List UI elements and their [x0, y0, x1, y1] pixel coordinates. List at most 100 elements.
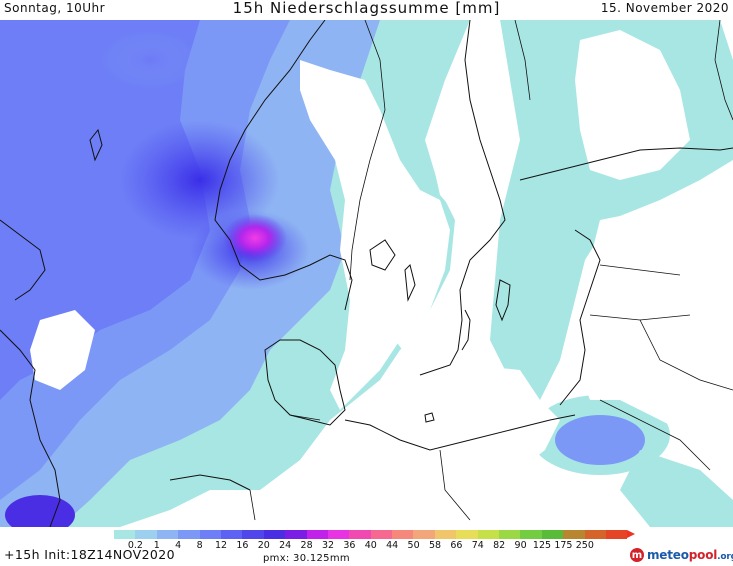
bornholm [424, 412, 435, 423]
border-finland-russia [714, 20, 733, 121]
colorbar-tick-label: 175 [554, 540, 573, 551]
colorbar-tick-label: 0.2 [127, 540, 143, 551]
dry-area-east [575, 210, 733, 440]
colorbar-segment [499, 530, 521, 539]
colorbar-tick-label: 8 [196, 540, 203, 551]
precip-core-north [100, 30, 200, 90]
colorbar-tick-label: 24 [279, 540, 292, 551]
colorbar-segment [135, 530, 157, 539]
date-label: 15. November 2020 [600, 1, 729, 15]
colorbar-overflow-arrow [627, 530, 636, 538]
colorbar-tick-label: 82 [493, 540, 506, 551]
border-sweden-finland [514, 20, 531, 101]
sweden-east-coast [419, 20, 506, 376]
valid-day-label: Sonntag, 10Uhr [4, 1, 106, 15]
scotland-coast [0, 219, 46, 301]
lake-vanern [369, 239, 396, 271]
colorbar-segment [285, 530, 307, 539]
colorbar-segment [263, 530, 286, 539]
precip-max-core [223, 214, 287, 262]
colorbar-segment [114, 530, 136, 539]
precipitation-colorbar [114, 530, 636, 539]
border-estonia-latvia [599, 264, 681, 276]
colorbar-tick-label: 250 [575, 540, 594, 551]
colorbar-tick-label: 4 [175, 540, 182, 551]
colorbar-segment [199, 530, 221, 539]
colorbar-segment [156, 530, 179, 539]
border-norway-sweden [349, 20, 386, 281]
map-title: 15h Niederschlagssumme [mm] [232, 0, 501, 17]
border-germany-netherlands [249, 489, 256, 521]
dry-area-central [300, 60, 450, 410]
meteopool-logo[interactable]: m meteopool.org [630, 547, 733, 563]
colorbar-tick-label: 74 [471, 540, 484, 551]
norway-coast [214, 20, 353, 311]
meteopool-logo-icon: m [630, 548, 644, 562]
border-denmark-germany [289, 414, 321, 421]
colorbar-segment [520, 530, 542, 539]
meteopool-logo-text: meteopool.org [647, 548, 733, 562]
colorbar-segment [306, 530, 328, 539]
colorbar-tick-label: 12 [214, 540, 228, 551]
colorbar-segment [456, 530, 478, 539]
uk-east-coast [0, 329, 61, 527]
denmark-coast [264, 339, 346, 426]
colorbar-segment [413, 530, 435, 539]
germany-poland-coast [344, 414, 576, 451]
dry-area-northeast [575, 30, 690, 180]
colorbar-tick-label: 20 [257, 540, 270, 551]
netherlands-coast [169, 474, 251, 491]
colorbar-segment [584, 530, 606, 539]
lake-vattern [404, 264, 416, 302]
gotland [495, 279, 511, 322]
colorbar-segment [541, 530, 564, 539]
max-precip-label: pmx: 30.125mm [263, 553, 350, 564]
border-belarus [639, 319, 733, 391]
colorbar-tick-label: 40 [364, 540, 377, 551]
national-borders [249, 20, 733, 521]
colorbar-segment [477, 530, 500, 539]
precipitation-map [0, 20, 733, 527]
footer-bar: 0.2 1 4 8 12 16 20 24 28 32 36 40 44 50 58 66 74 82 90 125 1… [0, 527, 733, 566]
colorbar-segment [392, 530, 414, 539]
precip-band-south [620, 450, 733, 527]
colorbar-segment [349, 530, 371, 539]
colorbar-segment [563, 530, 585, 539]
colorbar-tick-label: 44 [386, 540, 399, 551]
dry-patch-west [30, 310, 95, 390]
colorbar-segment [178, 530, 200, 539]
colorbar-segment [605, 530, 628, 539]
colorbar-segment [242, 530, 264, 539]
border-germany-poland [439, 449, 471, 521]
colorbar-segment [327, 530, 350, 539]
colorbar-segment [220, 530, 243, 539]
dry-area-central-east [395, 20, 510, 360]
colorbar-tick-label: 125 [532, 540, 552, 551]
precip-core-deep [120, 120, 280, 240]
colorbar-tick-label: 66 [450, 540, 463, 551]
oland [461, 309, 471, 351]
map-svg [0, 20, 733, 527]
colorbar-segment [434, 530, 457, 539]
colorbar-tick-label: 36 [343, 540, 356, 551]
colorbar-tick-label: 1 [153, 540, 160, 551]
baltic-states-coast [559, 229, 601, 406]
colorbar-segment [370, 530, 393, 539]
precip-area-heavy [0, 20, 210, 400]
precip-area-southeast-core [555, 415, 645, 465]
colorbar-tick-label: 90 [514, 540, 527, 551]
colorbar-tick-label: 32 [321, 540, 335, 551]
finland-south-coast [519, 147, 733, 181]
colorbar-tick-label: 16 [236, 540, 249, 551]
header-bar: Sonntag, 10Uhr 15h Niederschlagssumme [m… [0, 0, 733, 20]
colorbar-ticks: 0.2 1 4 8 12 16 20 24 28 32 36 40 44 50 58 66 74 82 90 125 1… [114, 540, 634, 552]
colorbar-tick-label: 50 [407, 540, 420, 551]
coastlines [0, 20, 733, 527]
init-time-label: +15h Init:18Z14NOV2020 [4, 547, 175, 562]
colorbar-tick-label: 28 [300, 540, 313, 551]
border-poland-east [599, 399, 711, 471]
dry-area-south [240, 365, 560, 527]
colorbar-tick-label: 58 [428, 540, 442, 551]
precip-core-southwest [5, 495, 75, 527]
shetland [89, 128, 103, 162]
